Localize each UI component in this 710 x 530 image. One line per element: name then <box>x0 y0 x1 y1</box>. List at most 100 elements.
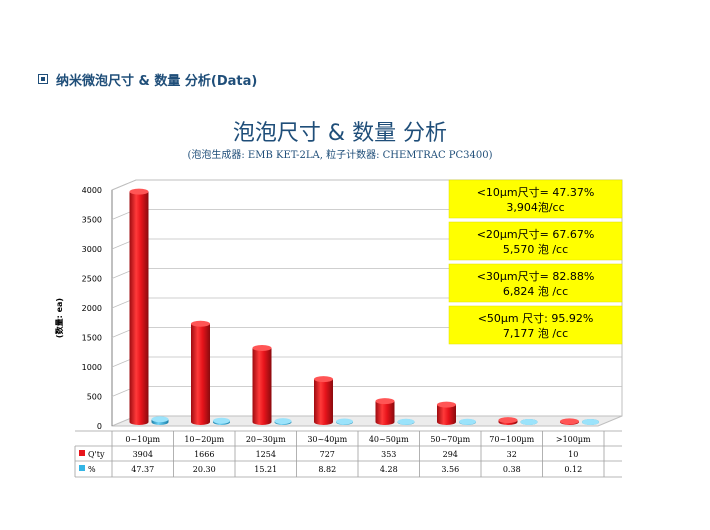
annotation-box <box>448 305 623 345</box>
plot-floor <box>111 415 623 427</box>
data-label: 0.38 <box>503 465 521 474</box>
x-tick-label: 0~10µm <box>125 435 160 444</box>
bar-percent <box>397 418 415 425</box>
bar-percent <box>274 418 292 425</box>
y-tick-label: 1500 <box>82 334 102 343</box>
annotation-line2: 7,177 泡 /cc <box>503 326 568 340</box>
data-label: 4.28 <box>380 465 398 474</box>
data-label: 727 <box>320 450 335 459</box>
bar-qty-body <box>191 323 210 422</box>
y-tick-label: 500 <box>87 393 102 402</box>
legend-label: Q'ty <box>88 450 105 459</box>
data-label: 353 <box>381 450 396 459</box>
bar-percent-top <box>274 418 292 425</box>
y-tick-label: 0 <box>97 422 102 431</box>
annotation-line1: <50µm 尺寸: 95.92% <box>478 311 594 325</box>
data-table: 0~10µm 10~20µm 20~30µm 30~40µm 40~50µm 50~70µ… <box>74 430 622 478</box>
x-tick-label: 20~30µm <box>246 435 286 444</box>
annotation-boxes: <10µm尺寸= 47.37%3,904泡/cc <20µm尺寸= 67.67%5… <box>448 179 623 345</box>
annotation-line2: 6,824 泡 /cc <box>503 284 568 298</box>
bar-qty <box>498 417 518 425</box>
bar-qty-base <box>437 419 456 425</box>
x-tick-label: 50~70µm <box>430 435 470 444</box>
annotation-line2: 5,570 泡 /cc <box>503 242 568 256</box>
bar-qty-top <box>375 398 395 405</box>
bar-qty-top <box>129 188 149 195</box>
annotation-box <box>448 179 623 219</box>
data-label: 20.30 <box>193 465 216 474</box>
bar-percent <box>459 418 476 425</box>
section-header: 纳米微泡尺寸 & 数量 分析(Data) <box>38 70 257 89</box>
bar-qty <box>437 401 456 425</box>
data-label: 15.21 <box>254 465 277 474</box>
bar-qty-body <box>129 191 149 422</box>
legend-swatch <box>79 450 85 456</box>
bar-qty-base <box>314 419 333 425</box>
data-label: 47.37 <box>131 465 154 474</box>
y-tick-label: 4000 <box>82 186 102 195</box>
bar-percent-top <box>213 417 230 424</box>
bar-qty-base <box>375 419 395 425</box>
bar-percent <box>151 416 169 425</box>
bar-qty <box>252 345 272 425</box>
bar-qty-top <box>437 401 456 408</box>
data-label: 32 <box>507 450 517 459</box>
bar-qty-body <box>314 379 333 422</box>
data-label: 3.56 <box>441 465 459 474</box>
gridline-depth <box>111 179 137 191</box>
data-label: 1666 <box>194 450 214 459</box>
bar-qty-top <box>252 345 272 352</box>
bar-percent-top <box>151 416 169 423</box>
bar-percent-top <box>459 418 476 425</box>
data-label: 8.82 <box>318 465 336 474</box>
annotation-box <box>448 221 623 261</box>
x-tick-label: 40~50µm <box>369 435 409 444</box>
x-tick-label: 30~40µm <box>307 435 347 444</box>
y-tick-label: 3500 <box>82 216 102 225</box>
annotation-line1: <30µm尺寸= 82.88% <box>477 269 595 283</box>
bar-qty-body <box>375 401 395 422</box>
x-tick-label: 10~20µm <box>184 435 224 444</box>
annotation-line2: 3,904泡/cc <box>506 200 564 214</box>
bar-qty-body <box>252 348 272 422</box>
bar-qty-top <box>498 417 518 424</box>
bar-qty-top <box>314 376 333 383</box>
chart-title: 泡泡尺寸 & 数量 分析 <box>233 121 447 146</box>
x-tick-label: >100µm <box>556 435 591 444</box>
bar-qty-base <box>191 419 210 425</box>
y-tick-label: 1000 <box>82 363 102 372</box>
annotation-line1: <20µm尺寸= 67.67% <box>477 227 595 241</box>
legend-swatch <box>79 465 85 471</box>
bar-percent-top <box>397 418 415 425</box>
data-label: 294 <box>443 450 458 459</box>
bar-percent-top <box>520 418 538 425</box>
data-label: 1254 <box>256 450 276 459</box>
bar-qty <box>560 418 579 425</box>
bar-qty <box>129 188 149 425</box>
bar-qty-base <box>129 419 149 425</box>
bar-percent <box>336 418 353 425</box>
legend-label: % <box>88 465 96 474</box>
bar-qty-top <box>191 320 210 327</box>
x-tick-label: 70~100µm <box>489 435 534 444</box>
annotation-box <box>448 263 623 303</box>
bar-qty-base <box>252 419 272 425</box>
y-tick-label: 2500 <box>82 275 102 284</box>
annotation-line1: <10µm尺寸= 47.37% <box>477 185 595 199</box>
bar-percent-top <box>336 418 353 425</box>
bar-percent <box>582 418 599 425</box>
bar-percent <box>520 418 538 425</box>
data-label: 10 <box>568 450 578 459</box>
bar-qty <box>191 320 210 425</box>
y-tick-label: 3000 <box>82 245 102 254</box>
square-bullet-icon <box>38 74 48 84</box>
chart-subtitle: (泡泡生成器: EMB KET-2LA, 粒子计数器: CHEMTRAC PC3… <box>187 148 492 161</box>
bars <box>129 188 599 425</box>
bar-percent-top <box>582 418 599 425</box>
bar-percent <box>213 417 230 425</box>
bar-qty-body <box>437 404 456 422</box>
data-label: 3904 <box>133 450 153 459</box>
section-title: 纳米微泡尺寸 & 数量 分析(Data) <box>56 74 258 89</box>
bar-qty <box>375 398 395 425</box>
